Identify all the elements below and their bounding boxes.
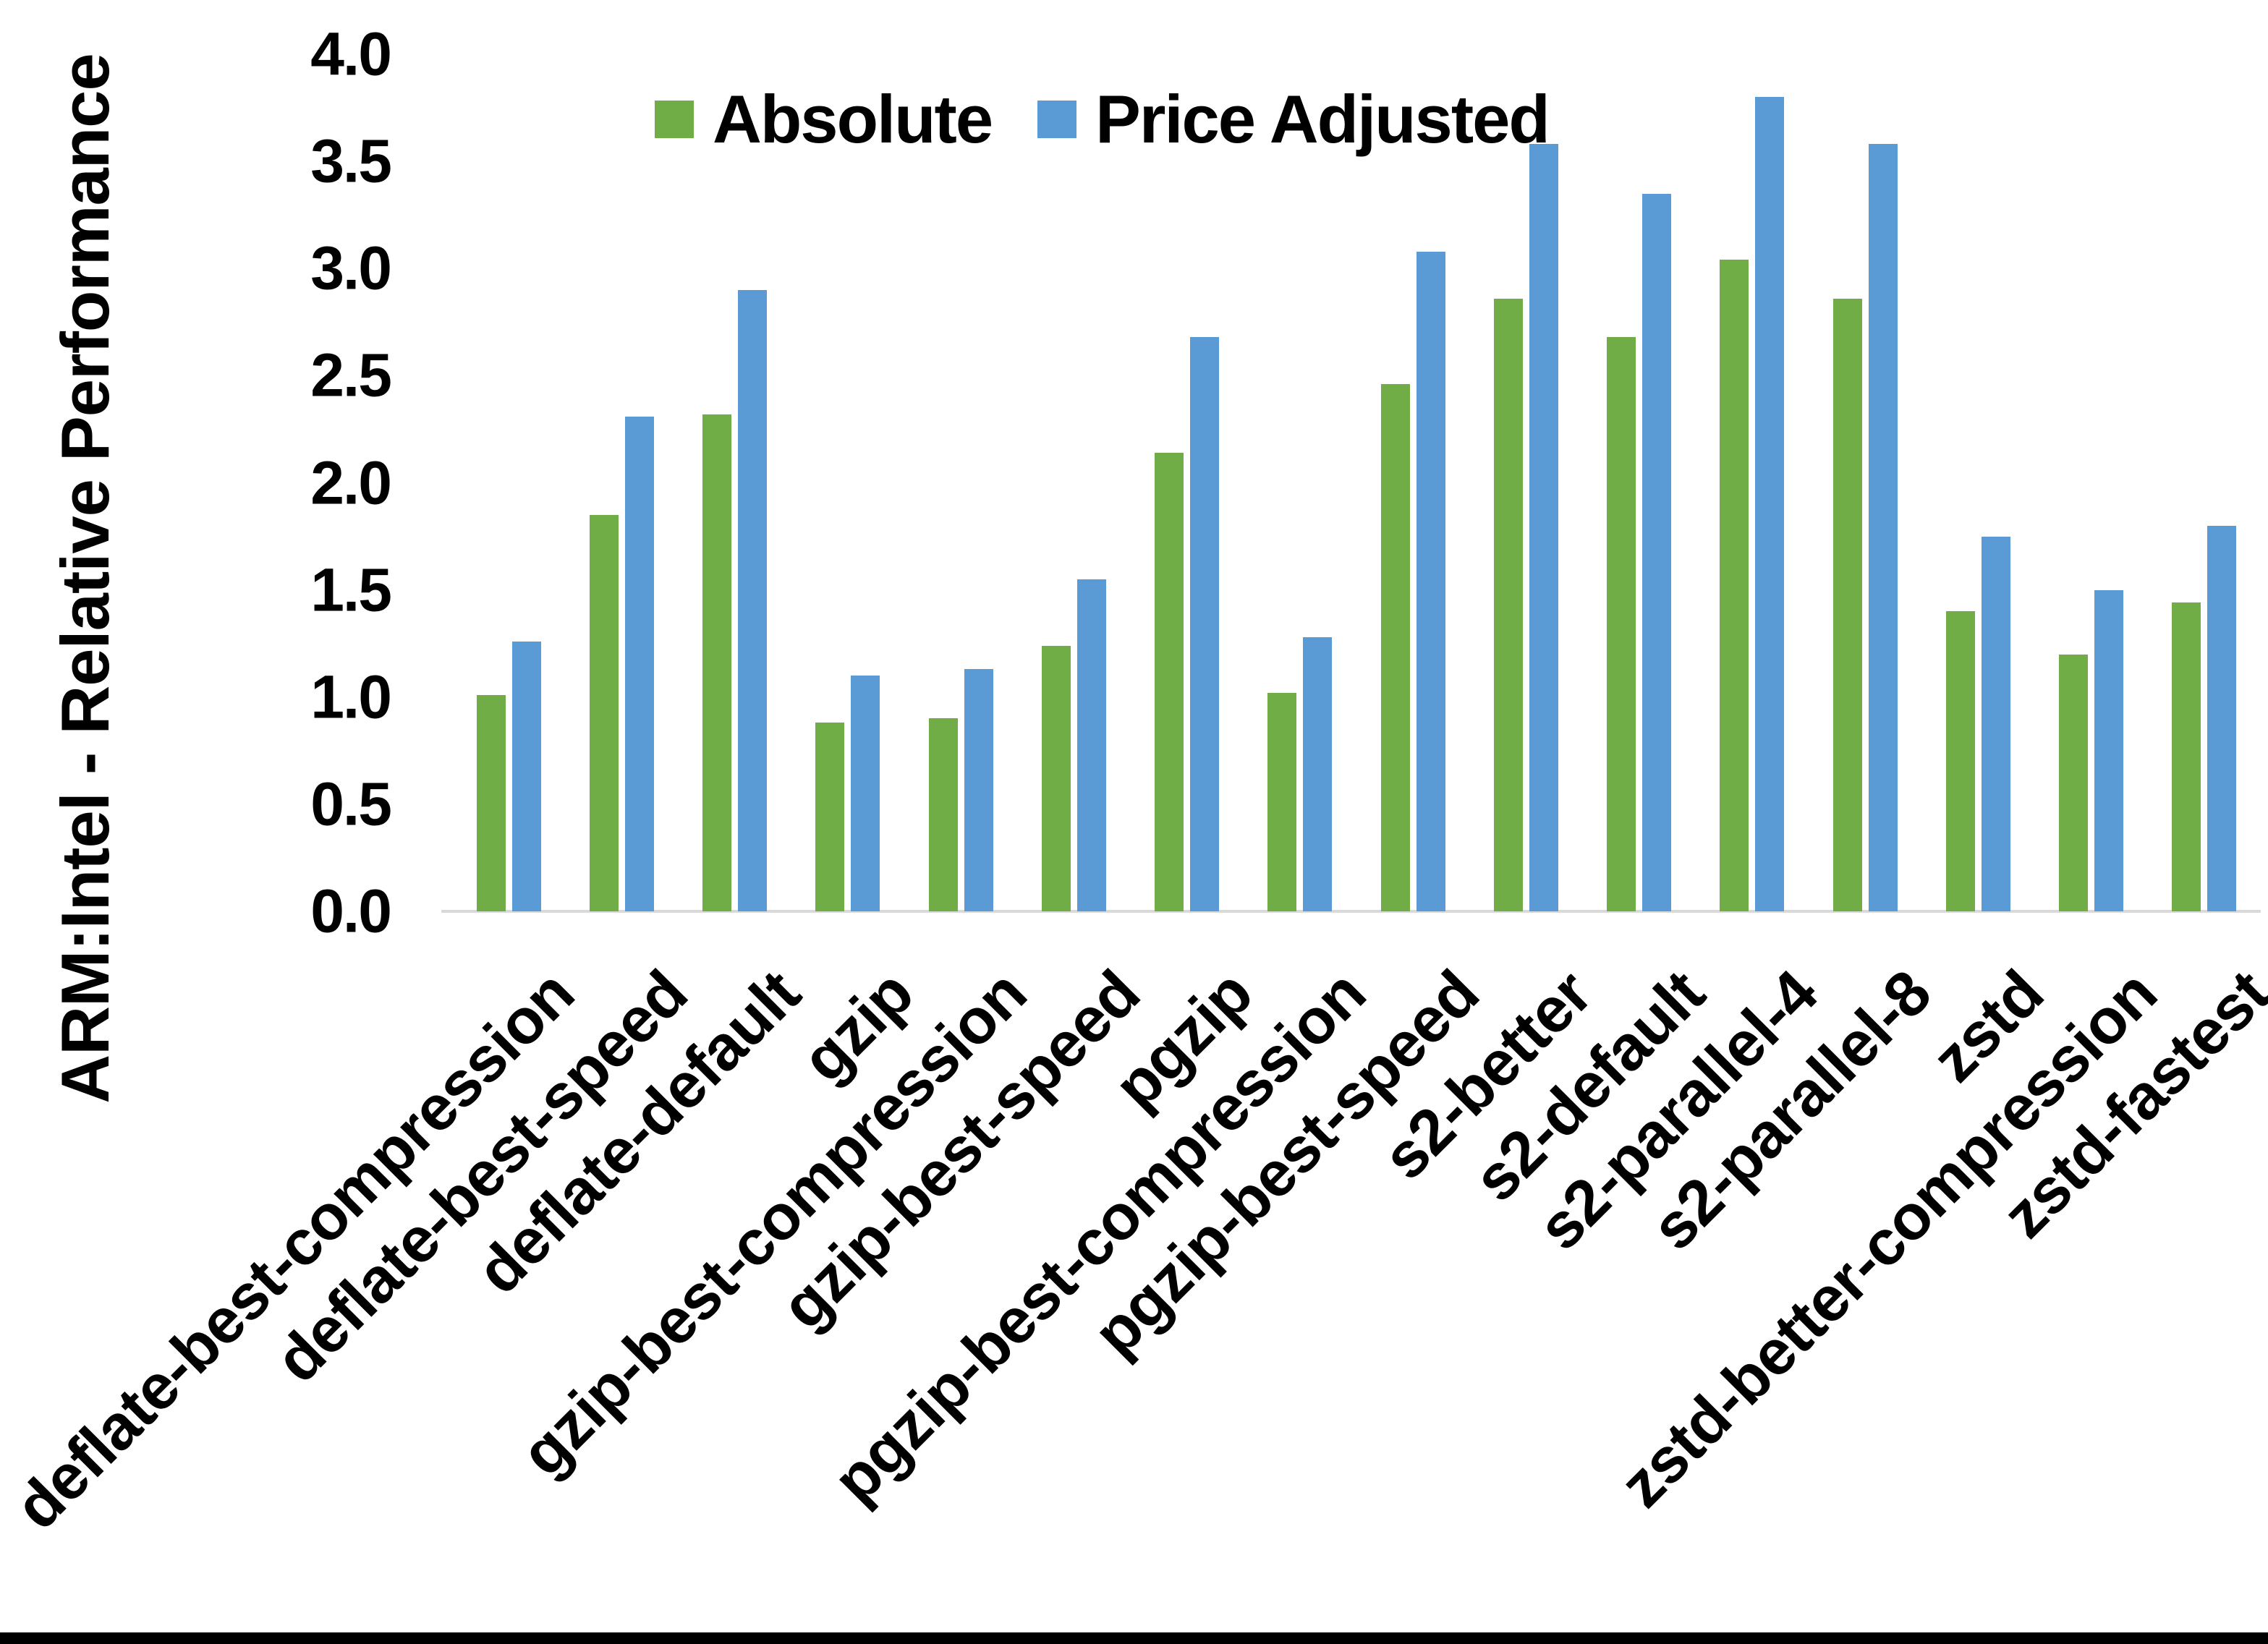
bar-absolute-gzip-best-speed (1041, 645, 1071, 911)
plot-area (452, 54, 2261, 911)
bar-absolute-pgzip-best-speed (1380, 384, 1410, 911)
bar-group-deflate-best-speed (565, 54, 678, 911)
bar-price-adjusted-s2-parallel-4 (1755, 97, 1785, 911)
bar-price-adjusted-s2-parallel-8 (1868, 144, 1898, 911)
x-axis-line (441, 910, 2261, 913)
bar-absolute-zstd-better-compression (2059, 654, 2089, 911)
y-tick-label-4.0: 4.0 (310, 20, 392, 88)
bar-price-adjusted-s2-default (1642, 193, 1672, 911)
bar-absolute-deflate-best-speed (589, 514, 619, 911)
legend-swatch-icon (1037, 101, 1077, 138)
bar-group-zstd-fastest (2148, 54, 2261, 911)
y-tick-label-1.0: 1.0 (310, 663, 392, 731)
bar-price-adjusted-zstd-fastest (2207, 525, 2237, 911)
legend-swatch-icon (655, 101, 694, 138)
bar-price-adjusted-gzip (851, 676, 880, 911)
y-tick-label-2.5: 2.5 (310, 341, 392, 409)
bar-price-adjusted-gzip-best-compression (964, 669, 993, 911)
bar-price-adjusted-deflate-best-speed (624, 416, 654, 911)
y-tick-label-0.0: 0.0 (310, 877, 392, 945)
bar-group-deflate-default (679, 54, 791, 911)
bar-group-deflate-best-compression (452, 54, 565, 911)
bar-price-adjusted-pgzip-best-compression (1303, 636, 1333, 911)
bar-absolute-zstd (1945, 611, 1975, 911)
bar-group-s2-parallel-4 (1696, 54, 1809, 911)
legend-label: Absolute (713, 81, 993, 157)
bar-price-adjusted-pgzip-best-speed (1416, 251, 1445, 911)
bar-absolute-pgzip (1155, 453, 1184, 911)
legend-item-price-adjusted: Price Adjusted (1037, 81, 1550, 157)
bar-absolute-s2-parallel-8 (1832, 298, 1862, 911)
bar-absolute-zstd-fastest (2172, 602, 2201, 911)
y-tick-label-3.5: 3.5 (310, 127, 392, 195)
bar-group-s2-default (1583, 54, 1696, 911)
y-tick-label-1.5: 1.5 (310, 555, 392, 624)
bar-absolute-deflate-best-compression (476, 694, 506, 911)
legend-label: Price Adjusted (1095, 81, 1550, 157)
bar-absolute-s2-better (1493, 298, 1523, 911)
bar-group-s2-better (1469, 54, 1582, 911)
legend-item-absolute: Absolute (655, 81, 993, 157)
bar-price-adjusted-gzip-best-speed (1076, 579, 1106, 911)
y-tick-label-3.0: 3.0 (310, 234, 392, 302)
bar-absolute-deflate-default (702, 414, 732, 911)
y-axis-title: ARM:Intel - Relative Performance (47, 54, 123, 1104)
bar-price-adjusted-zstd (1981, 536, 2010, 911)
bar-group-gzip (791, 54, 904, 911)
bar-group-s2-parallel-8 (1809, 54, 1921, 911)
bar-price-adjusted-pgzip (1190, 337, 1220, 911)
bar-price-adjusted-deflate-default (738, 289, 768, 911)
bar-group-zstd-better-compression (2035, 54, 2148, 911)
bar-group-pgzip-best-compression (1244, 54, 1356, 911)
bar-price-adjusted-deflate-best-compression (511, 641, 541, 911)
bar-group-gzip-best-speed (1017, 54, 1130, 911)
bar-absolute-s2-parallel-4 (1720, 260, 1749, 911)
bar-price-adjusted-s2-better (1529, 144, 1558, 911)
y-tick-label-0.5: 0.5 (310, 770, 392, 838)
bottom-border-line (0, 1632, 2268, 1644)
bar-group-gzip-best-compression (904, 54, 1017, 911)
bar-absolute-gzip (815, 723, 845, 911)
bar-absolute-s2-default (1607, 337, 1636, 911)
bar-group-zstd (1921, 54, 2034, 911)
y-tick-label-2.0: 2.0 (310, 448, 392, 516)
bar-absolute-pgzip-best-compression (1267, 692, 1297, 911)
bar-group-pgzip (1131, 54, 1244, 911)
bar-group-pgzip-best-speed (1356, 54, 1469, 911)
bar-price-adjusted-zstd-better-compression (2094, 589, 2124, 911)
legend: Absolute Price Adjusted (655, 81, 1550, 157)
bar-absolute-gzip-best-compression (928, 718, 958, 911)
